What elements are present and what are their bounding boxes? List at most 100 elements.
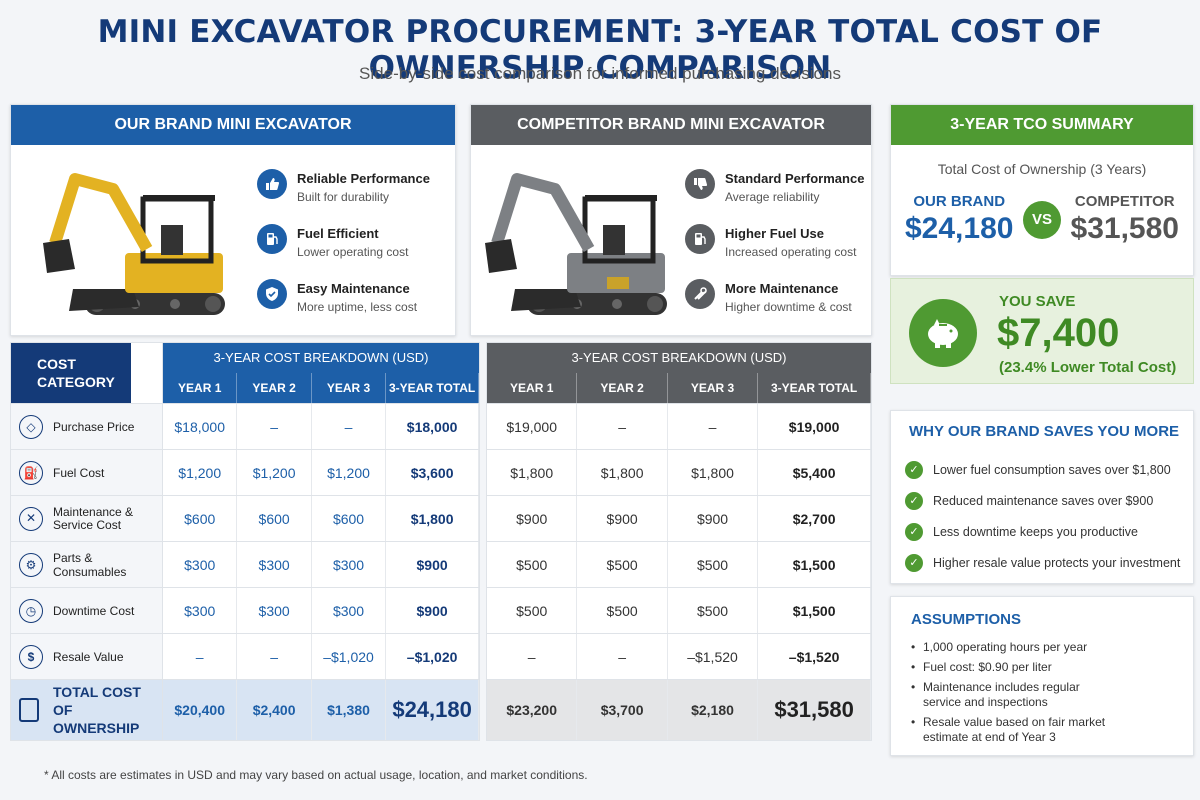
our-feature-item: Fuel Efficient Lower operating cost — [257, 224, 457, 279]
table-cell: $300 — [237, 588, 312, 633]
table-cell: – — [237, 634, 312, 679]
grand-total-cell: $24,180 — [386, 680, 479, 740]
table-cell: $500 — [577, 588, 668, 633]
table-row: $1,200 $1,200 $1,200 $3,600 — [163, 449, 479, 495]
table-cell: – — [312, 404, 387, 449]
feature-title: Standard Performance — [725, 171, 865, 186]
feature-sub: Built for durability — [297, 190, 390, 204]
table-row: $500 $500 $500 $1,500 — [487, 541, 871, 587]
wrench-icon: ✕ — [19, 506, 43, 531]
table-cell: $500 — [487, 542, 578, 587]
calculator-icon — [19, 698, 39, 722]
table-cell: $300 — [163, 542, 238, 587]
category-label: Fuel Cost — [53, 465, 105, 480]
category-label: Maintenance & Service Cost — [53, 505, 134, 532]
table-row: $300 $300 $300 $900 — [163, 587, 479, 633]
shield-check-icon — [257, 279, 287, 309]
check-icon: ✓ — [905, 522, 923, 541]
feature-title: More Maintenance — [725, 281, 839, 296]
assumption-item: Maintenance includes regular service and… — [911, 680, 1111, 710]
table-cell: $300 — [312, 542, 387, 587]
feature-sub: Average reliability — [725, 190, 820, 204]
piggy-bank-icon — [909, 299, 977, 367]
category-row: ⚙ Parts & Consumables — [11, 541, 162, 587]
cost-category-column: COST CATEGORY ◇ Purchase Price ⛽ Fuel Cost… — [10, 342, 162, 741]
table-cell: $300 — [163, 588, 238, 633]
assumption-item: 1,000 operating hours per year — [911, 640, 1151, 655]
our-summary-name: OUR BRAND — [913, 193, 1006, 210]
category-row: ⛽ Fuel Cost — [11, 449, 162, 495]
check-icon: ✓ — [905, 460, 923, 479]
table-row: $600 $600 $600 $1,800 — [163, 495, 479, 541]
cost-category-header: COST CATEGORY — [11, 343, 131, 403]
gear-icon: ⚙ — [19, 552, 43, 577]
table-cell: $500 — [668, 588, 759, 633]
feature-sub: Higher downtime & cost — [725, 300, 852, 314]
our-feature-item: Reliable Performance Built for durability — [257, 169, 457, 224]
tco-summary-card: 3-YEAR TCO SUMMARY Total Cost of Ownersh… — [890, 104, 1194, 276]
total-cell: $900 — [386, 588, 479, 633]
why-text: Less downtime keeps you productive — [933, 524, 1138, 539]
table-cell: $500 — [487, 588, 578, 633]
table-cell: $900 — [668, 496, 759, 541]
grand-total-cell: $31,580 — [758, 680, 871, 740]
total-cell: $18,000 — [386, 404, 479, 449]
column-header: YEAR 2 — [577, 373, 668, 403]
why-item: ✓ Less downtime keeps you productive — [905, 516, 1193, 547]
table-cell: – — [668, 404, 759, 449]
footnote: * All costs are estimates in USD and may… — [44, 768, 588, 782]
category-label: Parts & Consumables — [53, 550, 127, 579]
table-row: $19,000– – $19,000 — [487, 403, 871, 449]
why-item: ✓ Reduced maintenance saves over $900 — [905, 485, 1193, 516]
total-cell: $1,500 — [758, 542, 871, 587]
table-row: $1,800 $1,800 $1,800 $5,400 — [487, 449, 871, 495]
why-item: ✓ Higher resale value protects your inves… — [905, 547, 1193, 578]
total-cell: $900 — [386, 542, 479, 587]
feature-sub: More uptime, less cost — [297, 300, 418, 314]
tag-icon: ◇ — [19, 414, 43, 439]
table-row: $300 $300 $300 $900 — [163, 541, 479, 587]
column-header: YEAR 2 — [237, 373, 312, 403]
competitor-column-headers: YEAR 1 YEAR 2 YEAR 3 3-YEAR TOTAL — [487, 373, 871, 403]
competitor-breakdown-header: 3-YEAR COST BREAKDOWN (USD) — [487, 343, 871, 373]
fuel-pump-icon — [257, 224, 287, 254]
total-cell: $2,180 — [668, 680, 759, 740]
category-total-row: TOTAL COST OF OWNERSHIP — [11, 679, 162, 740]
table-cell: – — [163, 634, 238, 679]
table-cell: – — [577, 404, 668, 449]
vs-badge: VS — [1023, 200, 1061, 239]
table-cell: $300 — [312, 588, 387, 633]
fuel-pump-icon: ⛽ — [19, 460, 43, 485]
page-title: MINI EXCAVATOR PROCUREMENT: 3-YEAR TOTAL… — [97, 14, 1103, 86]
tools-icon — [685, 279, 715, 309]
our-summary-value: $24,180 — [905, 212, 1014, 245]
table-cell: – — [487, 634, 578, 679]
our-summary: OUR BRAND $24,180 — [905, 193, 1013, 246]
savings-amount: $7,400 — [997, 311, 1120, 355]
our-table-body: $18,000– – $18,000 $1,200 $1,200 $1,200 $3,600… — [163, 403, 479, 679]
table-cell: $500 — [577, 542, 668, 587]
column-header: YEAR 3 — [668, 373, 759, 403]
table-cell: $600 — [163, 496, 238, 541]
our-excavator-image — [43, 173, 225, 315]
column-header: YEAR 1 — [487, 373, 578, 403]
competitor-summary: COMPETITOR $31,580 — [1071, 193, 1179, 246]
competitor-table-body: $19,000– – $19,000 $1,800 $1,800 $1,800 $5,400… — [487, 403, 871, 679]
feature-sub: Increased operating cost — [725, 245, 857, 259]
assumptions-title: ASSUMPTIONS — [911, 611, 1022, 628]
our-feature-item: Easy Maintenance More uptime, less cost — [257, 279, 457, 334]
category-row: ◷ Downtime Cost — [11, 587, 162, 633]
competitor-summary-name: COMPETITOR — [1074, 193, 1175, 210]
table-row: $900 $900 $900 $2,700 — [487, 495, 871, 541]
check-icon: ✓ — [905, 553, 923, 572]
category-row: ◇ Purchase Price — [11, 403, 162, 449]
table-cell: $1,200 — [312, 450, 387, 495]
our-breakdown-header: 3-YEAR COST BREAKDOWN (USD) — [163, 343, 479, 373]
feature-title: Easy Maintenance — [297, 281, 410, 296]
total-cell: $19,000 — [758, 404, 871, 449]
table-cell: – — [237, 404, 312, 449]
table-cell: $600 — [237, 496, 312, 541]
total-cell: $5,400 — [758, 450, 871, 495]
assumption-item: Fuel cost: $0.90 per liter — [911, 660, 1151, 675]
competitor-feature-item: More Maintenance Higher downtime & cost — [685, 279, 885, 334]
